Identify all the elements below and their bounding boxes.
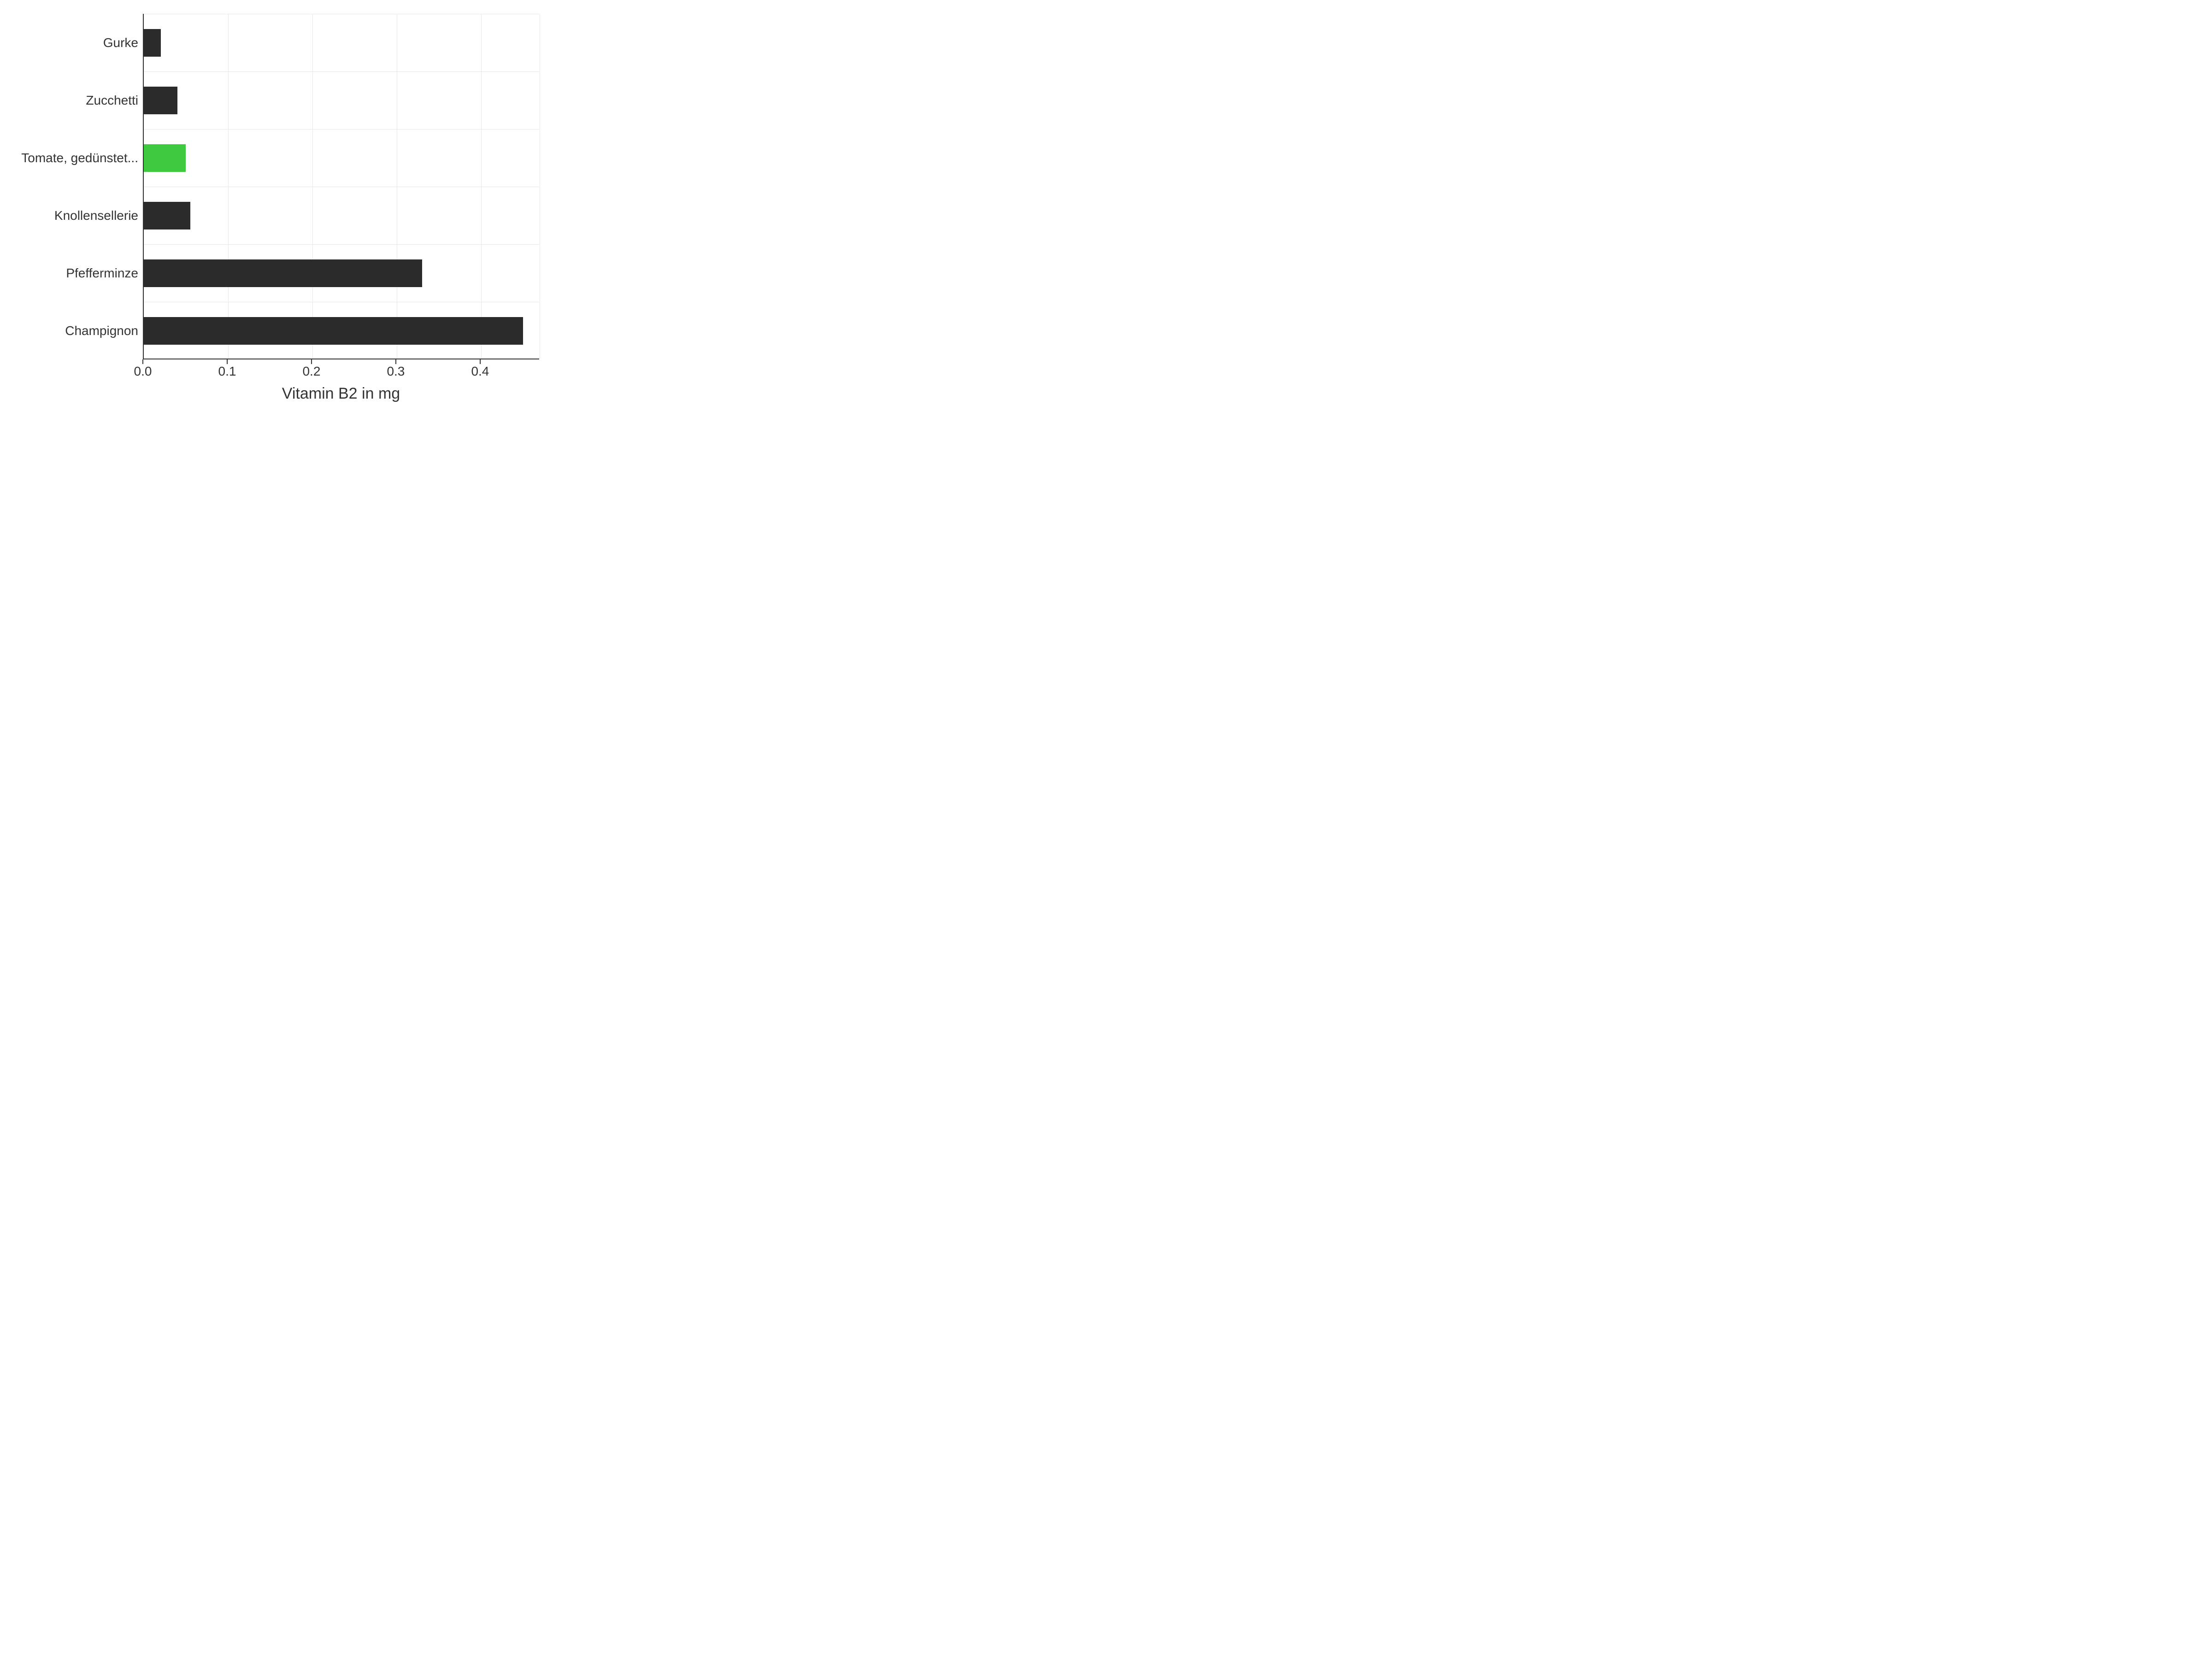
- x-tick: [142, 359, 143, 364]
- y-category-label: Tomate, gedünstet...: [5, 144, 138, 172]
- bar: [144, 202, 190, 229]
- x-tick: [311, 359, 312, 364]
- x-tick-label: 0.0: [134, 364, 152, 379]
- chart-container: Vitamin B2 in mg 0.0 0.1 0.2 0.3 0.4 Gurke Zuc…: [0, 0, 553, 415]
- gridline-vertical: [228, 14, 229, 359]
- y-category-label: Champignon: [5, 317, 138, 345]
- gridline-horizontal: [144, 71, 539, 72]
- gridline-vertical: [481, 14, 482, 359]
- bar: [144, 87, 177, 114]
- bar: [144, 29, 161, 57]
- x-tick-label: 0.4: [471, 364, 489, 379]
- bar: [144, 259, 422, 287]
- x-tick: [395, 359, 396, 364]
- bar: [144, 144, 186, 172]
- x-axis-title: Vitamin B2 in mg: [143, 385, 539, 403]
- bar: [144, 317, 523, 345]
- y-category-label: Knollensellerie: [5, 202, 138, 229]
- x-tick: [480, 359, 481, 364]
- x-tick: [227, 359, 228, 364]
- y-category-label: Pfefferminze: [5, 259, 138, 287]
- y-category-label: Zucchetti: [5, 87, 138, 114]
- x-tick-label: 0.1: [218, 364, 236, 379]
- plot-area: [143, 14, 539, 359]
- gridline-vertical: [312, 14, 313, 359]
- x-tick-label: 0.2: [302, 364, 320, 379]
- gridline-horizontal: [144, 244, 539, 245]
- x-tick-label: 0.3: [387, 364, 405, 379]
- y-category-label: Gurke: [5, 29, 138, 57]
